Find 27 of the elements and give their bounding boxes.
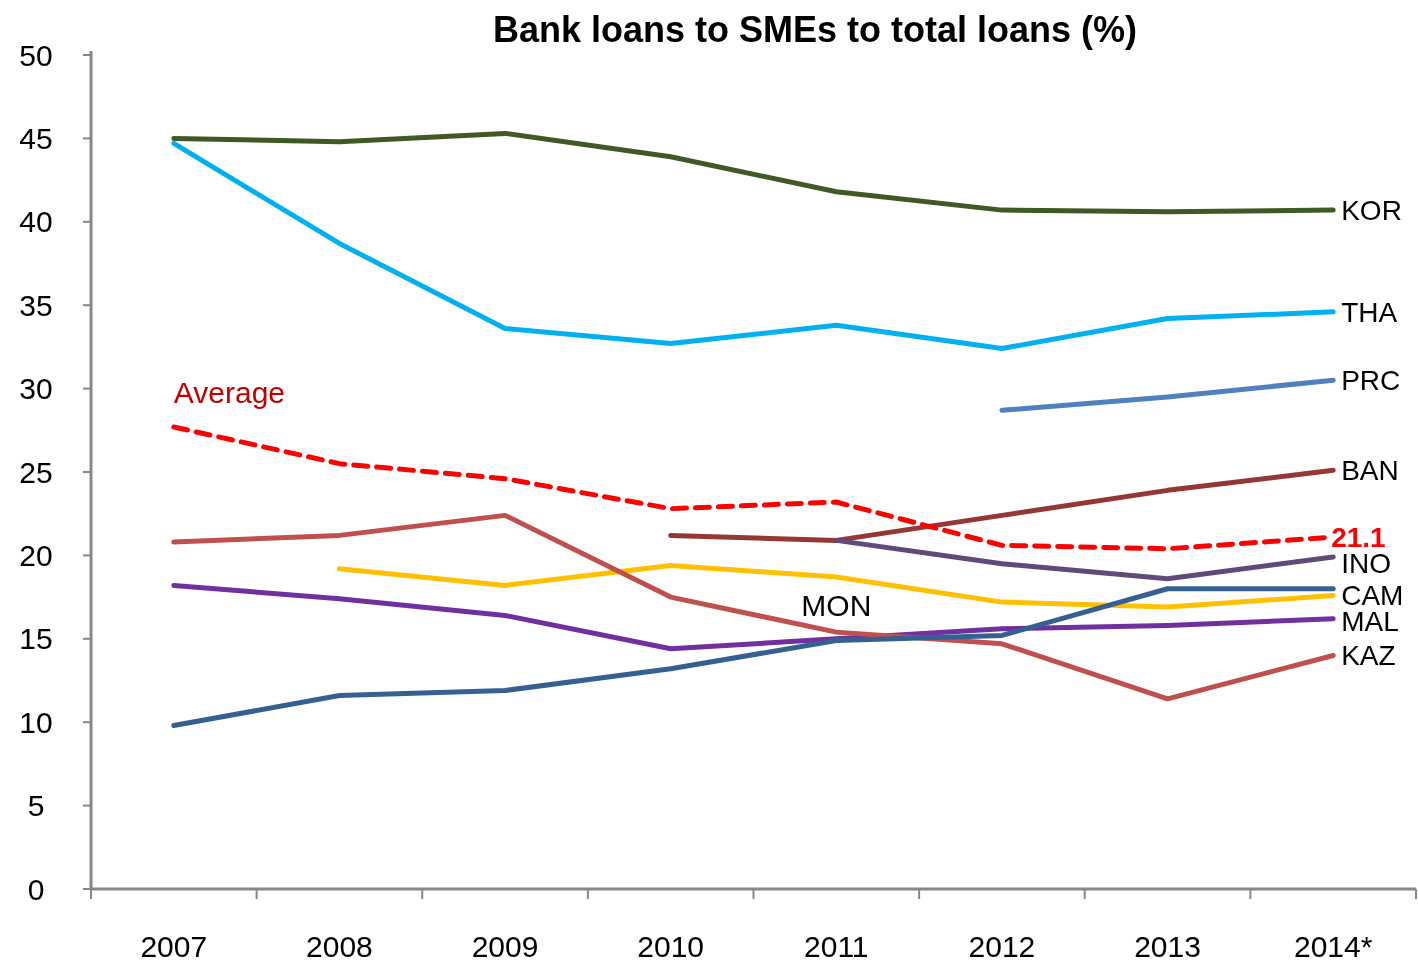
x-tick-label: 2014* xyxy=(1293,930,1373,963)
y-tick-label: 45 xyxy=(19,121,53,155)
annotation: MON xyxy=(801,589,872,623)
y-tick-label: 50 xyxy=(19,38,53,72)
y-tick-label: 30 xyxy=(19,372,53,406)
y-tick-label: 35 xyxy=(19,288,53,322)
x-tick-label: 2012 xyxy=(968,930,1036,963)
x-tick-label: 2010 xyxy=(637,930,705,963)
series-label: PRC xyxy=(1341,365,1401,397)
series-label: THA xyxy=(1341,296,1398,328)
y-tick-label: 40 xyxy=(19,205,53,239)
y-tick-label: 15 xyxy=(19,622,53,656)
y-tick-label: 10 xyxy=(19,705,53,739)
y-tick-label: 5 xyxy=(27,789,45,823)
y-tick-label: 0 xyxy=(27,872,45,906)
x-tick-label: 2011 xyxy=(804,930,869,963)
y-tick-label: 20 xyxy=(19,538,53,572)
annotation: Average xyxy=(173,375,286,409)
series-label: KAZ xyxy=(1341,640,1396,672)
series-label: BAN xyxy=(1341,455,1399,487)
x-tick-label: 2009 xyxy=(471,930,539,963)
series-label: KOR xyxy=(1341,194,1402,226)
x-tick-label: 2013 xyxy=(1134,930,1201,963)
x-tick-label: 2007 xyxy=(140,930,208,963)
chart-title: Bank loans to SMEs to total loans (%) xyxy=(492,9,1138,50)
y-tick-label: 25 xyxy=(19,455,53,489)
x-tick-label: 2008 xyxy=(306,930,373,963)
